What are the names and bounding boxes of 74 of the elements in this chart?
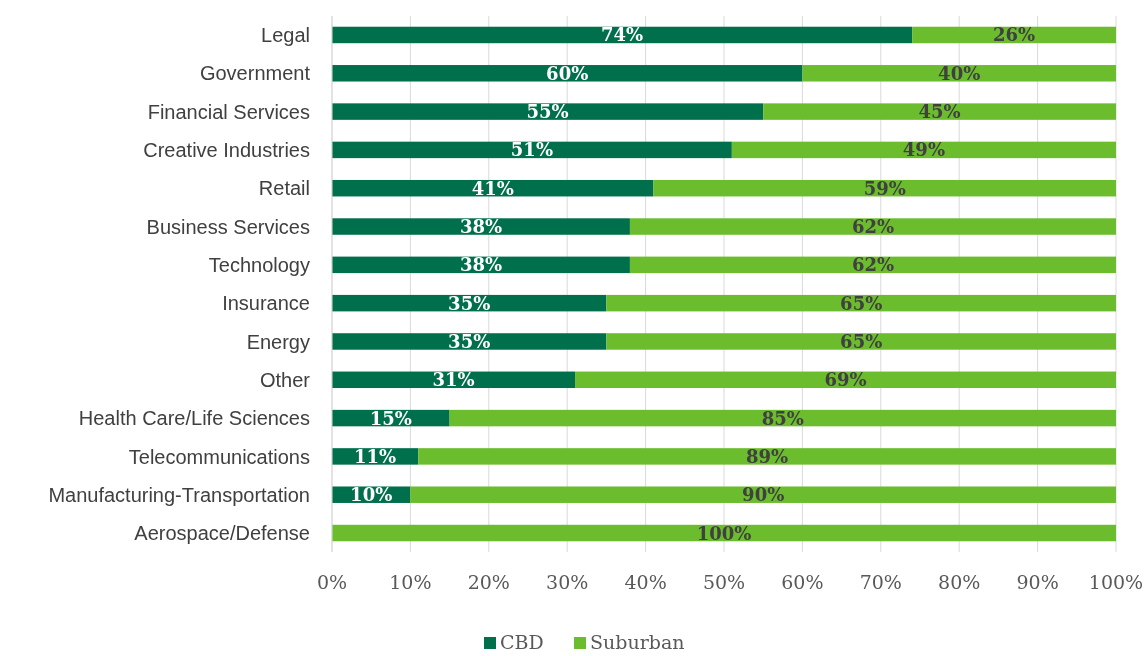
y-tick-label: Financial Services	[147, 100, 310, 123]
data-label: 89%	[746, 445, 789, 467]
data-label: 100%	[696, 522, 752, 544]
data-label: 11%	[354, 445, 397, 467]
y-tick-label: Business Services	[146, 215, 310, 238]
data-label: 49%	[902, 139, 945, 161]
bar	[410, 486, 1116, 503]
y-tick-label: Aerospace/Defense	[134, 522, 310, 545]
data-label: 38%	[459, 254, 503, 276]
x-tick-label: 50%	[702, 571, 746, 593]
x-tick-label: 10%	[389, 571, 432, 593]
bar	[449, 409, 1116, 427]
data-label: 41%	[471, 177, 514, 199]
data-label: 65%	[840, 330, 883, 352]
y-tick-label: Telecommunications	[128, 445, 310, 468]
bar	[332, 179, 654, 197]
data-label: 55%	[526, 101, 569, 123]
bar	[731, 141, 1116, 159]
data-label: 59%	[863, 177, 906, 199]
bar	[332, 65, 803, 82]
bar	[606, 333, 1116, 350]
bar	[332, 218, 630, 235]
data-label: 85%	[761, 407, 804, 429]
data-label: 10%	[350, 484, 393, 506]
bar	[629, 256, 1116, 274]
bar	[418, 448, 1116, 465]
data-label: 26%	[993, 24, 1036, 46]
bar	[575, 371, 1116, 389]
x-tick-label: 90%	[1016, 571, 1059, 593]
data-label: 65%	[840, 292, 883, 314]
data-label: 35%	[448, 292, 491, 314]
data-label: 62%	[851, 254, 895, 276]
legend-label: CBD	[500, 631, 544, 653]
bar	[802, 65, 1116, 82]
y-tick-label: Health Care/Life Sciences	[78, 407, 310, 430]
legend-label: Suburban	[590, 631, 685, 653]
data-label: 15%	[369, 407, 412, 429]
bar	[606, 294, 1116, 312]
x-tick-label: 0%	[316, 571, 348, 593]
bar	[332, 141, 732, 159]
y-tick-label: Manufacturing-Transportation	[48, 483, 310, 506]
y-tick-label: Government	[199, 62, 311, 85]
x-tick-label: 20%	[467, 571, 510, 593]
bar	[332, 103, 764, 120]
bar	[332, 26, 913, 44]
bar	[332, 333, 607, 350]
y-tick-label: Legal	[261, 24, 310, 47]
bar	[332, 524, 1116, 542]
y-tick-label: Insurance	[222, 292, 310, 315]
y-tick-label: Retail	[258, 177, 310, 200]
data-label: 62%	[851, 216, 895, 238]
data-label: 51%	[510, 139, 553, 161]
x-tick-label: 80%	[938, 571, 981, 593]
x-tick-label: 60%	[781, 571, 824, 593]
data-label: 40%	[938, 62, 981, 84]
data-label: 31%	[432, 369, 475, 391]
y-tick-label: Creative Industries	[143, 139, 310, 162]
data-label: 38%	[459, 216, 503, 238]
y-tick-label: Technology	[208, 254, 310, 277]
data-label: 90%	[742, 484, 785, 506]
y-tick-label: Energy	[246, 330, 310, 353]
data-label: 74%	[601, 24, 644, 46]
y-tick-label: Other	[259, 368, 311, 391]
bar	[653, 179, 1116, 197]
bar	[763, 103, 1116, 120]
data-label: 45%	[918, 101, 961, 123]
data-label: 69%	[824, 369, 867, 391]
data-label: 60%	[546, 62, 589, 84]
data-label: 35%	[448, 330, 491, 352]
bar	[629, 218, 1116, 235]
x-tick-label: 100%	[1088, 571, 1144, 593]
x-tick-label: 70%	[859, 571, 902, 593]
x-tick-label: 40%	[624, 571, 667, 593]
x-tick-label: 30%	[546, 571, 589, 593]
